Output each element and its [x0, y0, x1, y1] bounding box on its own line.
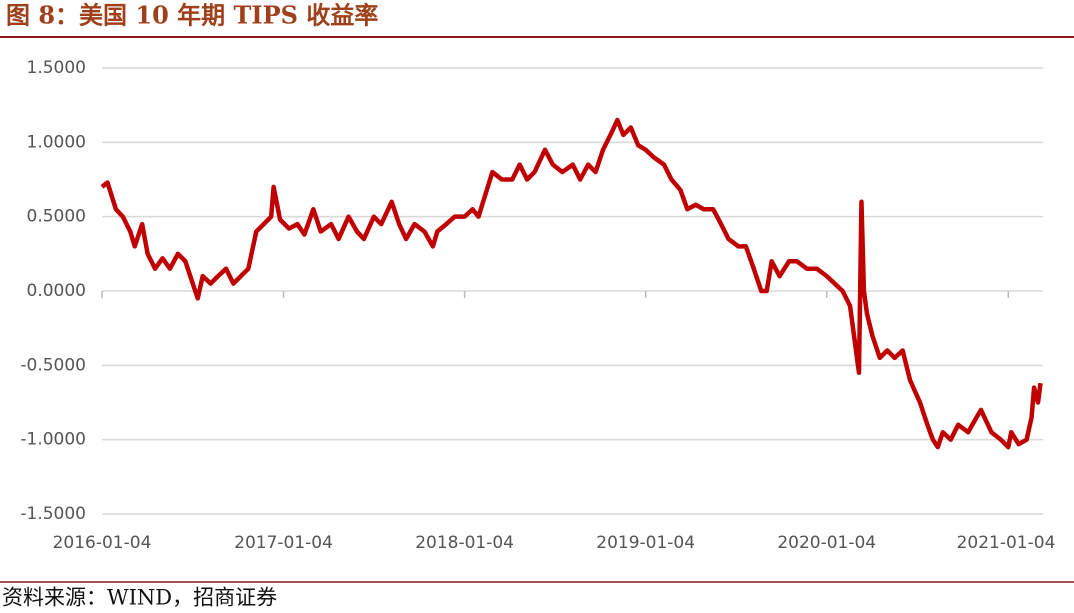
data-line: [100, 117, 1043, 450]
x-tick-label: 2017-01-04: [234, 533, 333, 553]
x-tick-label: 2019-01-04: [596, 533, 695, 553]
x-tick-label: 2021-01-04: [957, 533, 1056, 553]
y-tick-label: 1.5000: [27, 58, 86, 78]
x-tick-label: 2018-01-04: [415, 533, 514, 553]
y-tick-label: -1.5000: [20, 504, 86, 524]
source-note: 资料来源：WIND，招商证券: [2, 586, 277, 610]
y-tick-label: 0.0000: [27, 281, 86, 301]
x-tick-label: 2016-01-04: [53, 533, 152, 553]
y-tick-label: 0.5000: [27, 207, 86, 227]
y-tick-label: -1.0000: [20, 430, 86, 450]
chart-title: 图 8：美国 10 年期 TIPS 收益率: [6, 1, 378, 30]
y-tick-label: 1.0000: [27, 132, 86, 152]
x-tick-label: 2020-01-04: [777, 533, 876, 553]
y-tick-label: -0.5000: [20, 355, 86, 375]
